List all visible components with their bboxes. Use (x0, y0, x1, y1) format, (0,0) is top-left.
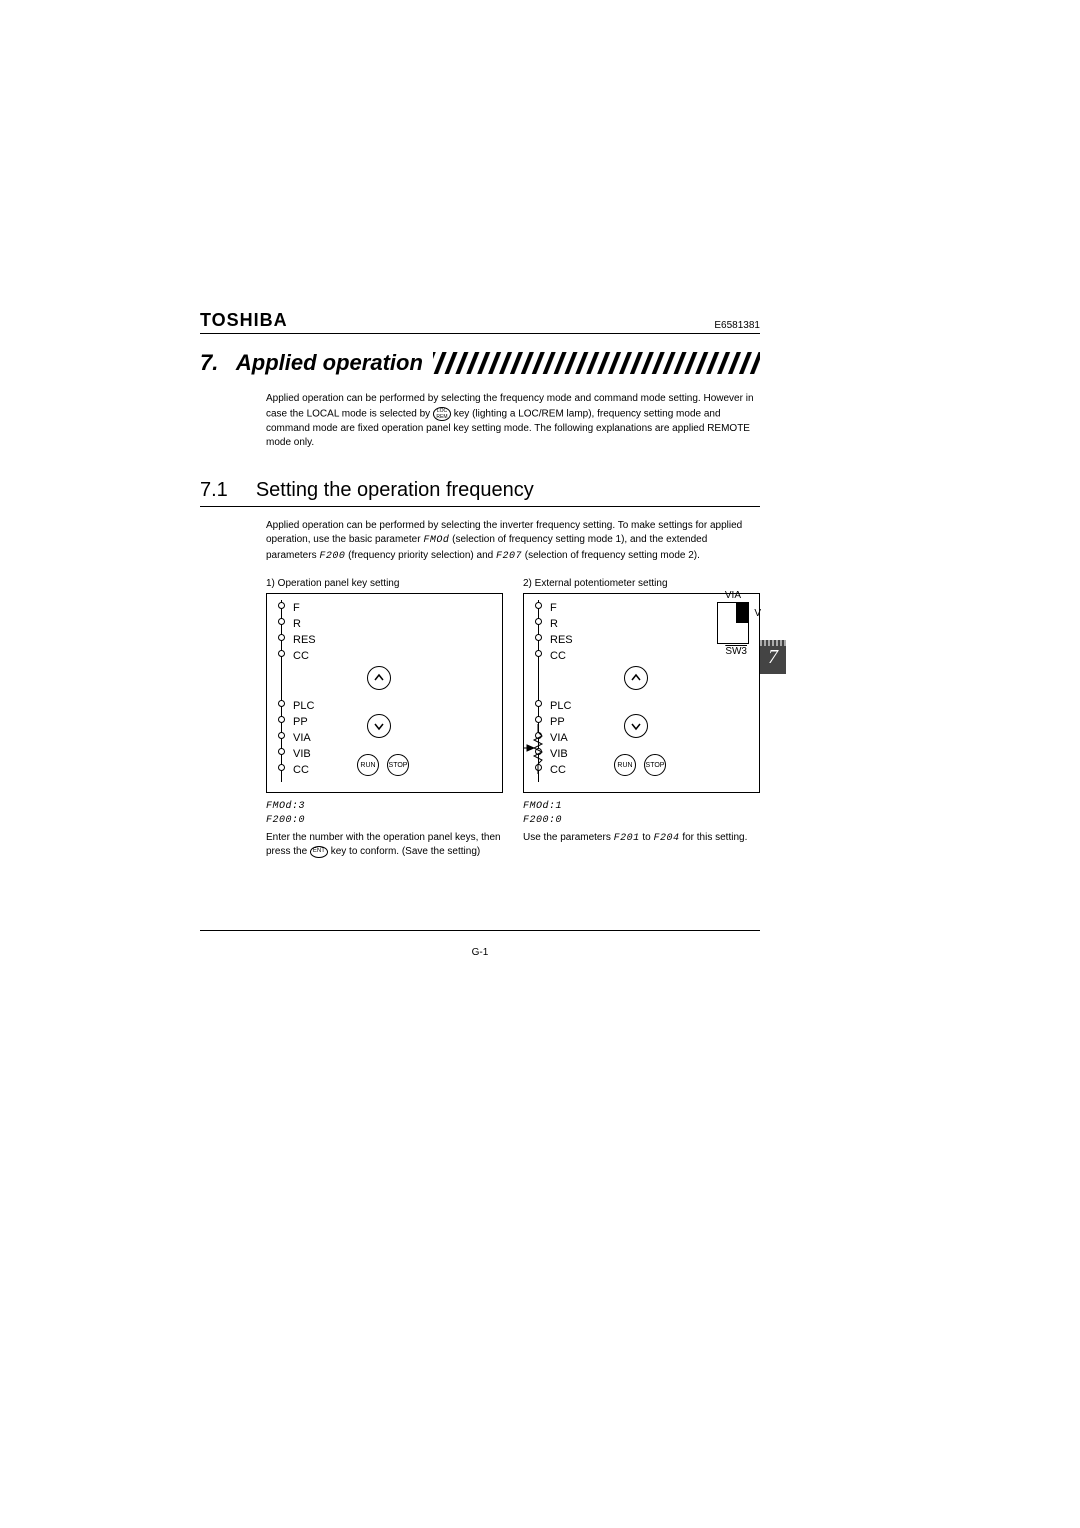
terminal-port (535, 618, 542, 625)
terminal-port (278, 716, 285, 723)
d2-note-b: for this setting. (680, 832, 748, 843)
bottom-terminals: PLC PP VIA VIB CC (293, 698, 314, 778)
d1-param2: F200:0 (266, 815, 305, 826)
d1-note-b: key to conform. (Save the setting) (331, 846, 481, 857)
param-f200: F200 (319, 551, 345, 562)
terminal-port (278, 634, 285, 641)
terminal-port (278, 618, 285, 625)
chapter-tab: 7 (760, 640, 786, 674)
top-terminals: F R RES CC (550, 600, 573, 664)
diagram-2-params: FMOd:1 F200:0 (523, 799, 760, 827)
potentiometer-icon (522, 724, 552, 774)
v-label: V (754, 608, 761, 619)
chapter-intro: Applied operation can be performed by se… (266, 392, 760, 451)
terminal-port (278, 650, 285, 657)
terminal-port (278, 764, 285, 771)
param-fmod: FMOd (423, 535, 449, 546)
diagram-2: 2) External potentiometer setting F R RE… (523, 578, 760, 859)
term-cc: CC (293, 648, 316, 664)
diagram-1-title: 1) Operation panel key setting (266, 578, 503, 589)
d2-param1: FMOd:1 (523, 801, 562, 812)
brand-logo: TOSHIBA (200, 310, 288, 331)
doc-number: E6581381 (714, 320, 760, 331)
d2-note-a: Use the parameters (523, 832, 614, 843)
run-button-icon: RUN (614, 754, 636, 776)
diagram-1-params: FMOd:3 F200:0 (266, 799, 503, 827)
terminal-port (278, 602, 285, 609)
page-number: G-1 (472, 947, 489, 958)
diagram-2-box: F R RES CC PLC PP VIA VIB CC (523, 593, 760, 793)
diagram-2-note: Use the parameters F201 to F204 for this… (523, 831, 760, 846)
chapter-number: 7. (200, 350, 218, 375)
down-button-icon (367, 714, 391, 738)
term-r: R (293, 616, 316, 632)
terminal-port (535, 650, 542, 657)
term-cc: CC (550, 648, 573, 664)
terminal-port (278, 748, 285, 755)
via-switch-fill (736, 603, 748, 623)
terminal-port (535, 716, 542, 723)
up-button-icon (367, 666, 391, 690)
body-d: (selection of frequency setting mode 2). (522, 550, 700, 561)
term-pp: PP (550, 714, 571, 730)
param-f201: F201 (614, 833, 640, 844)
param-f204: F204 (654, 833, 680, 844)
term-cc2: CC (293, 762, 314, 778)
via-switch-box (717, 602, 749, 644)
terminal-port (278, 732, 285, 739)
terminal-port (278, 700, 285, 707)
diagram-1-box: F R RES CC PLC PP VIA VIB CC (266, 593, 503, 793)
chapter-title: Applied operation (236, 350, 423, 375)
diagram-1: 1) Operation panel key setting F R RES C… (266, 578, 503, 859)
down-button-icon (624, 714, 648, 738)
top-terminals: F R RES CC (293, 600, 316, 664)
sw3-label: SW3 (725, 646, 747, 657)
term-via: VIA (293, 730, 314, 746)
d1-param1: FMOd:3 (266, 801, 305, 812)
page-header: TOSHIBA E6581381 (200, 310, 760, 334)
page-footer: G-1 (200, 930, 760, 958)
section-body: Applied operation can be performed by se… (266, 519, 760, 565)
run-button-icon: RUN (357, 754, 379, 776)
term-pp: PP (293, 714, 314, 730)
loc-rem-key-icon: LOC REM (433, 407, 451, 421)
term-f: F (293, 600, 316, 616)
heading-hatch-decoration (433, 348, 760, 378)
section-heading: 7.1 Setting the operation frequency (200, 479, 760, 507)
bottom-terminals: PLC PP VIA VIB CC (550, 698, 571, 778)
terminal-port (535, 700, 542, 707)
chapter-heading: 7. Applied operation (200, 348, 760, 378)
term-cc2: CC (550, 762, 571, 778)
via-label: VIA (725, 590, 741, 601)
term-plc: PLC (293, 698, 314, 714)
term-f: F (550, 600, 573, 616)
section-title: Setting the operation frequency (256, 479, 534, 502)
section-number: 7.1 (200, 479, 228, 502)
param-f207: F207 (496, 551, 522, 562)
term-via: VIA (550, 730, 571, 746)
ent-key-icon: ENT (310, 846, 328, 858)
stop-button-icon: STOP (644, 754, 666, 776)
d2-note-mid: to (640, 832, 654, 843)
term-res: RES (293, 632, 316, 648)
up-button-icon (624, 666, 648, 690)
diagrams-row: 1) Operation panel key setting F R RES C… (266, 578, 760, 859)
stop-button-icon: STOP (387, 754, 409, 776)
term-vib: VIB (293, 746, 314, 762)
term-res: RES (550, 632, 573, 648)
term-r: R (550, 616, 573, 632)
diagram-2-title: 2) External potentiometer setting (523, 578, 760, 589)
diagram-1-note: Enter the number with the operation pane… (266, 831, 503, 859)
body-c: (frequency priority selection) and (345, 550, 496, 561)
term-plc: PLC (550, 698, 571, 714)
terminal-port (535, 634, 542, 641)
term-vib: VIB (550, 746, 571, 762)
d2-param2: F200:0 (523, 815, 562, 826)
terminal-port (535, 602, 542, 609)
